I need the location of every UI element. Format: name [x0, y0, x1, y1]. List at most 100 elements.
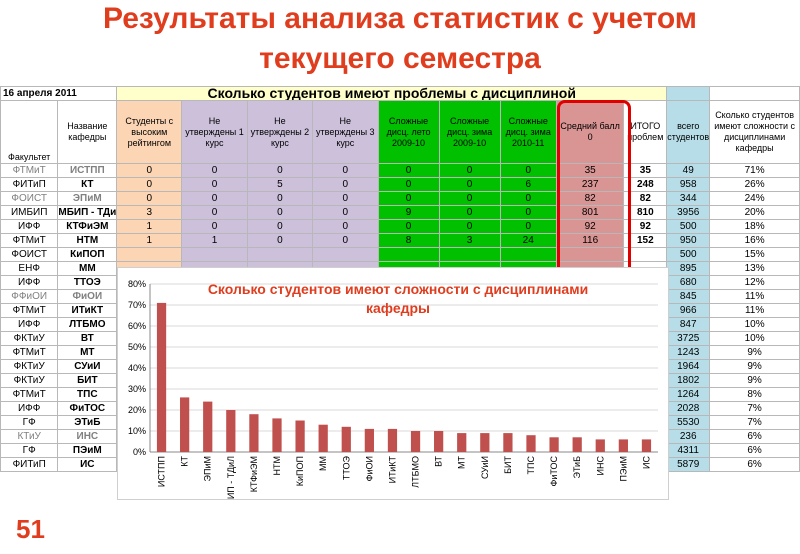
x-tick-label: ИС: [641, 456, 651, 469]
cell-pct: 6%: [709, 443, 800, 458]
bar: [295, 420, 305, 452]
cell-n2: 0: [246, 191, 314, 206]
cell-s3: 24: [499, 233, 557, 248]
cell-d: ММ: [57, 261, 118, 276]
x-tick-label: ЛТБМО: [411, 456, 421, 488]
cell-s1: 0: [377, 191, 440, 206]
cell-s2: 3: [438, 233, 501, 248]
cell-d: МТ: [57, 345, 118, 360]
cell-n1: 0: [181, 191, 248, 206]
cell-all: 1802: [666, 373, 711, 388]
cell-avg: 801: [555, 205, 625, 220]
cell-d: ФиОИ: [57, 289, 118, 304]
bar: [480, 433, 490, 452]
sheet-header-row: Факультет Название кафедры Студенты с вы…: [0, 100, 800, 164]
bar: [434, 431, 444, 452]
cell-f: ИФФ: [0, 219, 59, 234]
cell-all: 895: [666, 261, 711, 276]
cell-f: ЕНФ: [0, 261, 59, 276]
cell-f: ИФФ: [0, 275, 59, 290]
chart-title-line2: кафедры: [366, 300, 430, 316]
cell-s3: 0: [499, 205, 557, 220]
bar: [503, 433, 513, 452]
bar: [226, 410, 236, 452]
bar: [318, 424, 328, 452]
x-tick-label: ММ: [318, 456, 328, 471]
header-nc3: Не утверждены 3 курс: [312, 100, 379, 164]
cell-all: 49: [666, 163, 711, 178]
cell-d: ТТОЭ: [57, 275, 118, 290]
bar: [618, 439, 628, 452]
header-dept: Название кафедры: [57, 100, 118, 164]
cell-s2: 0: [438, 219, 501, 234]
cell-d: МБИП - ТДи: [57, 205, 118, 220]
cell-all: 958: [666, 177, 711, 192]
cell-f: ФИТиП: [0, 177, 59, 192]
cell-f: ИМБИП: [0, 205, 59, 220]
cell-pct: 24%: [709, 191, 800, 206]
x-tick-label: ЭПиМ: [203, 456, 213, 481]
header-faculty: Факультет: [0, 100, 59, 164]
cell-s3: 0: [499, 163, 557, 178]
cell-n1: 1: [181, 233, 248, 248]
cell-f: ФТМиТ: [0, 387, 59, 402]
table-row: ИФФ КТФиЭМ 1 0 0 0 0 0 0 92 92 500 18%: [0, 219, 800, 234]
cell-f: ФИТиП: [0, 457, 59, 472]
cell-d: ИСТПП: [57, 163, 118, 178]
y-tick-label: 0%: [133, 447, 146, 457]
bar: [526, 435, 536, 452]
cell-pct: 9%: [709, 359, 800, 374]
cell-pct: 9%: [709, 373, 800, 388]
x-tick-label: ВТ: [434, 456, 444, 467]
cell-f: ФТМиТ: [0, 163, 59, 178]
cell-pct: 20%: [709, 205, 800, 220]
chart-title-line1: Сколько студентов имеют сложности с дисц…: [208, 281, 588, 297]
cell-f: ФТМиТ: [0, 345, 59, 360]
cell-pct: 9%: [709, 345, 800, 360]
table-row: ИМБИП МБИП - ТДи 3 0 0 0 9 0 0 801 810 3956 20%: [0, 205, 800, 220]
cell-d: НТМ: [57, 233, 118, 248]
y-tick-label: 50%: [128, 342, 146, 352]
cell-d: КТФиЭМ: [57, 219, 118, 234]
cell-d: ИНС: [57, 429, 118, 444]
y-tick-label: 80%: [128, 279, 146, 289]
cell-s1: 0: [377, 219, 440, 234]
cell-d: КиПОП: [57, 247, 118, 262]
cell-all: 3956: [666, 205, 711, 220]
bar: [410, 431, 421, 452]
cell-all: 4311: [666, 443, 711, 458]
cell-f: ФОИСТ: [0, 191, 59, 206]
cell-n3: 0: [312, 219, 379, 234]
cell-pct: 71%: [709, 163, 800, 178]
slide-title-line2: текущего семестра: [259, 42, 541, 75]
cell-s2: 0: [438, 205, 501, 220]
cell-d: ЛТБМО: [57, 317, 118, 332]
cell-d: ЭПиМ: [57, 191, 118, 206]
cell-avg: 35: [555, 163, 625, 178]
cell-h: 1: [116, 233, 183, 248]
chart-panel: 0% 10% 20% 30% 40% 50% 60% 70% 80% ИСТПП КТ ЭПиМ ИМБ…: [117, 267, 669, 500]
header-nc2: Не утверждены 2 курс: [246, 100, 314, 164]
cell-all: 5530: [666, 415, 711, 430]
cell-d: ВТ: [57, 331, 118, 346]
cell-n3: 0: [312, 233, 379, 248]
cell-pct: 12%: [709, 275, 800, 290]
cell-n3: 0: [312, 163, 379, 178]
cell-f: ГФ: [0, 443, 59, 458]
bar: [203, 401, 213, 452]
cell-all: 344: [666, 191, 711, 206]
cell-d: БИТ: [57, 373, 118, 388]
cell-pct: 18%: [709, 219, 800, 234]
cell-f: ФОИСТ: [0, 247, 59, 262]
x-tick-label: ПЭиМ: [618, 456, 628, 481]
cell-all: 1264: [666, 387, 711, 402]
x-tick-label: НТМ: [272, 456, 282, 476]
cell-all: 5879: [666, 457, 711, 472]
x-tick-label: БИТ: [503, 456, 513, 474]
cell-n2: [246, 247, 314, 262]
cell-h: 0: [116, 177, 183, 192]
cell-n1: 0: [181, 205, 248, 220]
cell-s1: [377, 247, 440, 262]
cell-f: ФТМиТ: [0, 303, 59, 318]
cell-all: 845: [666, 289, 711, 304]
